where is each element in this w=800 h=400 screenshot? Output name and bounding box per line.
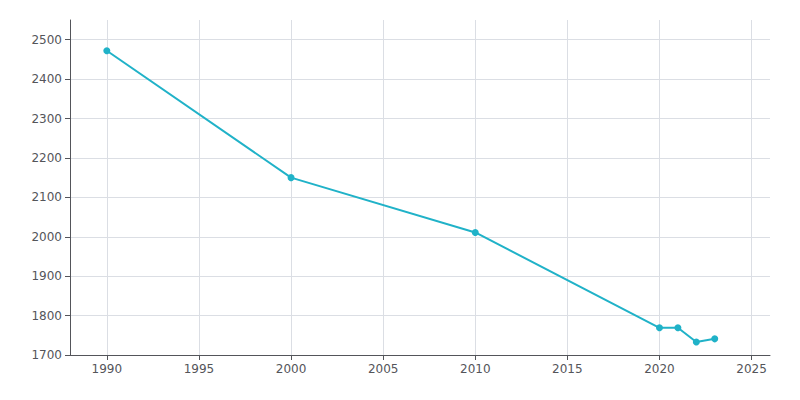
svg-text:2000: 2000	[31, 230, 62, 244]
svg-text:2000: 2000	[276, 362, 307, 376]
svg-text:2010: 2010	[460, 362, 491, 376]
svg-text:2005: 2005	[368, 362, 399, 376]
svg-text:2300: 2300	[31, 112, 62, 126]
svg-text:2500: 2500	[31, 33, 62, 47]
svg-text:1995: 1995	[184, 362, 215, 376]
svg-text:2025: 2025	[736, 362, 767, 376]
svg-text:1700: 1700	[31, 348, 62, 362]
svg-text:2020: 2020	[644, 362, 675, 376]
svg-text:1900: 1900	[31, 269, 62, 283]
svg-text:2100: 2100	[31, 190, 62, 204]
svg-text:2015: 2015	[552, 362, 583, 376]
svg-text:2200: 2200	[31, 151, 62, 165]
svg-text:1800: 1800	[31, 309, 62, 323]
svg-text:1990: 1990	[92, 362, 123, 376]
svg-text:2400: 2400	[31, 72, 62, 86]
